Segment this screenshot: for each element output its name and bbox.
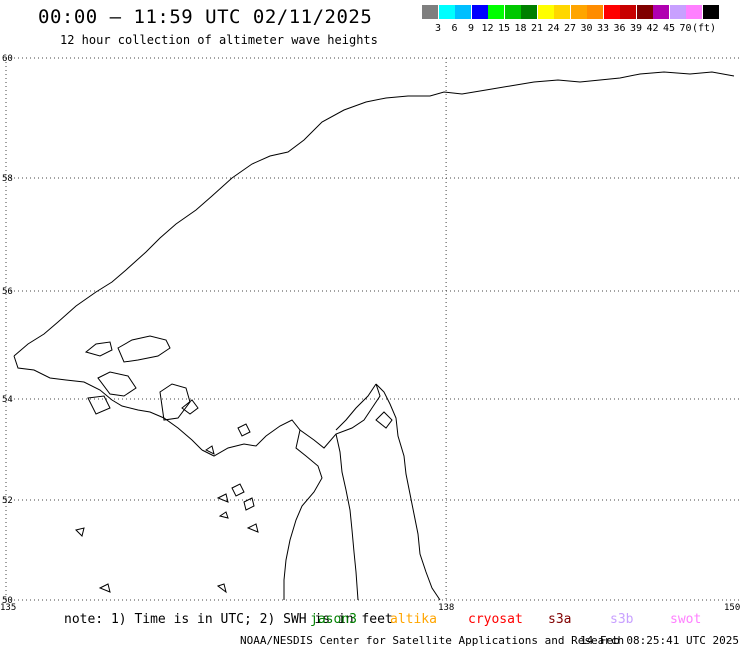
scale-swatch: [603, 5, 620, 19]
scale-label: 27: [563, 23, 577, 34]
axis-labels: 605856545250135138141144147150: [0, 54, 740, 613]
scale-label: 9: [467, 23, 475, 34]
satellite-legend-item: altika: [390, 612, 437, 627]
coastline-segment: [159, 383, 191, 421]
scale-swatch: [686, 5, 702, 19]
coastline-segment: [97, 371, 137, 397]
scale-swatch: [471, 5, 488, 19]
scale-swatch: [554, 5, 570, 19]
latitude-label: 50: [2, 596, 13, 606]
scale-swatch: [636, 5, 653, 19]
scale-label: 36: [613, 23, 626, 34]
scale-label: (ft): [692, 23, 717, 34]
graticule: [5, 57, 740, 601]
scale-swatch: [570, 5, 587, 19]
latitude-label: 52: [2, 496, 13, 506]
scale-label: 15: [497, 23, 511, 34]
scale-swatch: [669, 5, 686, 19]
latitude-label: 58: [2, 174, 13, 184]
longitude-label: 138: [438, 603, 454, 613]
scale-swatch: [702, 5, 719, 19]
coastline-segment: [237, 423, 251, 437]
coastline-segment: [243, 497, 255, 511]
scale-label: 24: [547, 23, 560, 34]
latitude-label: 54: [2, 395, 13, 405]
coastline: [13, 71, 735, 601]
coastline-segment: [283, 429, 323, 600]
longitude-label: 150: [724, 603, 740, 613]
page-title: 00:00 — 11:59 UTC 02/11/2025: [38, 6, 373, 28]
latitude-label: 56: [2, 287, 13, 297]
satellite-legend-item: s3b: [610, 612, 634, 627]
coastline-segment: [181, 399, 199, 415]
scale-label: 42: [646, 23, 659, 34]
coastline-segment: [205, 445, 215, 455]
scale-label: 30: [580, 23, 593, 34]
coastline-segment: [375, 411, 393, 429]
longitude-label: 135: [0, 603, 16, 613]
coastline-segment: [335, 433, 359, 601]
coastline-segment: [218, 511, 229, 519]
scale-label: 18: [514, 23, 527, 34]
coastline-segment: [13, 71, 735, 357]
scale-label: 3: [434, 23, 442, 34]
scale-label: 45: [662, 23, 676, 34]
satellite-legend-item: cryosat: [468, 612, 523, 627]
coastline-segment: [216, 583, 227, 594]
scale-swatch: [422, 5, 438, 19]
scale-swatch: [587, 5, 603, 19]
satellite-legend-item: jason3: [310, 612, 357, 627]
coastline-segment: [335, 383, 377, 431]
generated-timestamp: 14 Feb 08:25:41 UTC 2025: [580, 634, 739, 647]
satellite-legend-item: s3a: [548, 612, 572, 627]
scale-swatch: [504, 5, 521, 19]
scale-label: 6: [451, 23, 458, 34]
coastline-segment: [246, 523, 259, 533]
scale-label: 33: [596, 23, 610, 34]
scale-label: 39: [629, 23, 643, 34]
scale-swatch: [620, 5, 636, 19]
coastline-segment: [231, 483, 245, 497]
scale-swatch: [653, 5, 669, 19]
coastline-segment: [201, 383, 381, 457]
scale-swatch: [455, 5, 471, 19]
coastline-segment: [98, 583, 111, 593]
footnote: note: 1) Time is in UTC; 2) SWH is in fe…: [64, 612, 393, 627]
scale-label: 21: [530, 23, 544, 34]
credit-line: NOAA/NESDIS Center for Satellite Applica…: [240, 634, 625, 647]
scale-swatch: [488, 5, 504, 19]
coastline-segment: [75, 527, 85, 537]
latitude-label: 60: [2, 54, 13, 64]
coastline-segment: [375, 383, 441, 601]
page-subtitle: 12 hour collection of altimeter wave hei…: [60, 33, 378, 47]
scale-swatch: [537, 5, 554, 19]
coastline-segment: [117, 335, 171, 363]
satellite-legend-item: swot: [670, 612, 702, 627]
coastline-segment: [87, 395, 111, 415]
coastline-segment: [216, 493, 229, 503]
scale-swatch: [521, 5, 537, 19]
coastline-segment: [84, 341, 113, 357]
coastline-segment: [13, 355, 203, 451]
scale-label: 12: [481, 23, 494, 34]
scale-swatch: [438, 5, 455, 19]
scale-label: 70: [679, 23, 692, 34]
